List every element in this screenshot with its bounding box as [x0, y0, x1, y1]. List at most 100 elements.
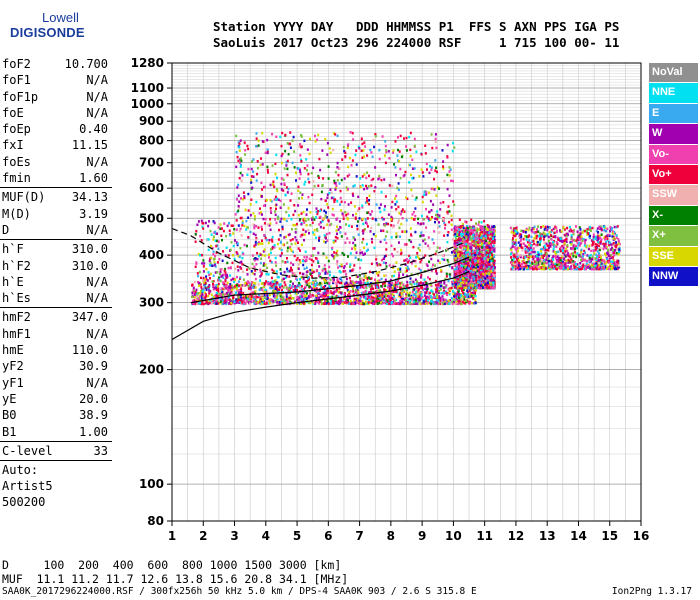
echo-point: [438, 221, 440, 224]
echo-point: [260, 225, 263, 229]
echo-point: [481, 240, 483, 243]
echo-point: [257, 144, 260, 147]
echo-point: [486, 224, 489, 227]
echo-point: [230, 278, 233, 282]
echo-point: [249, 286, 252, 289]
echo-point: [356, 227, 359, 231]
echo-point: [319, 275, 322, 279]
echo-point: [493, 275, 496, 278]
echo-point: [242, 270, 244, 273]
echo-point: [399, 213, 402, 216]
echo-point: [457, 288, 460, 291]
echo-point: [419, 260, 422, 264]
echo-point: [237, 209, 240, 212]
echo-point: [243, 141, 246, 144]
echo-point: [395, 302, 398, 305]
echo-point: [280, 252, 283, 255]
echo-point: [375, 261, 378, 265]
echo-point: [235, 298, 238, 301]
echo-point: [363, 274, 366, 278]
echo-point: [260, 257, 263, 260]
echo-point: [435, 213, 437, 217]
echo-point: [380, 190, 383, 194]
echo-point: [354, 256, 357, 259]
echo-point: [405, 299, 408, 302]
echo-point: [310, 263, 313, 267]
echo-point: [215, 244, 218, 248]
echo-point: [403, 174, 406, 177]
echo-point: [276, 300, 279, 304]
echo-point: [345, 302, 348, 306]
echo-point: [252, 158, 255, 161]
echo-point: [309, 301, 312, 305]
echo-point: [383, 255, 386, 258]
echo-point: [271, 132, 274, 136]
echo-point: [207, 238, 210, 241]
echo-point: [486, 234, 489, 237]
echo-point: [225, 246, 228, 249]
echo-point: [329, 188, 332, 191]
echo-point: [416, 295, 419, 298]
echo-point: [425, 226, 428, 229]
echo-point: [205, 288, 208, 291]
echo-point: [283, 182, 286, 185]
echo-point: [419, 281, 422, 284]
echo-point: [323, 285, 325, 289]
echo-point: [266, 294, 269, 298]
echo-point: [333, 200, 336, 204]
echo-point: [213, 221, 216, 225]
echo-point: [362, 222, 365, 226]
echo-point: [268, 256, 270, 259]
echo-point: [260, 253, 263, 257]
echo-point: [371, 155, 374, 158]
echo-point: [278, 283, 281, 287]
echo-point: [321, 184, 324, 187]
echo-point: [313, 233, 316, 236]
echo-point: [347, 165, 350, 169]
echo-point: [202, 276, 205, 280]
echo-point: [210, 244, 213, 248]
echo-point: [208, 273, 211, 277]
echo-point: [377, 274, 380, 277]
echo-point: [390, 219, 393, 222]
echo-point: [363, 187, 366, 191]
echo-point: [221, 259, 224, 262]
echo-point: [317, 251, 320, 255]
echo-point: [254, 286, 257, 289]
echo-point: [262, 285, 265, 289]
echo-point: [230, 224, 233, 227]
echo-point: [300, 135, 303, 138]
echo-point: [480, 236, 483, 239]
echo-point: [415, 291, 418, 294]
echo-point: [332, 196, 335, 199]
echo-point: [262, 269, 265, 272]
echo-point: [191, 292, 194, 295]
echo-point: [196, 272, 199, 275]
echo-point: [423, 217, 426, 221]
echo-point: [373, 189, 376, 193]
echo-point: [314, 140, 317, 143]
echo-point: [405, 243, 408, 246]
echo-point: [377, 177, 380, 181]
echo-point: [468, 302, 471, 306]
echo-point: [314, 284, 317, 287]
echo-point: [428, 191, 431, 194]
echo-point: [309, 137, 311, 141]
echo-point: [383, 224, 386, 227]
echo-point: [261, 131, 264, 135]
echo-point: [339, 203, 341, 206]
echo-point: [212, 250, 215, 253]
echo-point: [394, 299, 397, 302]
echo-point: [447, 205, 450, 208]
echo-point: [374, 234, 377, 238]
echo-point: [193, 291, 195, 295]
echo-point: [394, 197, 396, 200]
echo-point: [275, 135, 278, 139]
echo-point: [393, 295, 395, 299]
echo-point: [194, 233, 197, 236]
echo-point: [348, 241, 351, 244]
echo-point: [462, 237, 465, 241]
echo-point: [275, 296, 278, 299]
echo-point: [389, 278, 392, 282]
echo-point: [432, 242, 435, 245]
